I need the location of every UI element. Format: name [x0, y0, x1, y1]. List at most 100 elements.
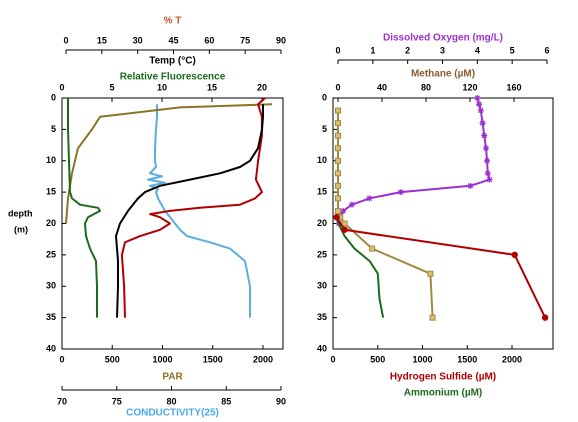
marker	[397, 189, 404, 196]
axis-title: Methane (µM)	[411, 69, 475, 80]
x-tick-label: 75	[240, 35, 250, 45]
axis-title: Hydrogen Sulfide (µM)	[390, 372, 496, 383]
marker	[335, 157, 341, 164]
marker	[486, 176, 493, 183]
y-tick-label: 5	[322, 124, 327, 134]
marker	[335, 107, 341, 114]
axis-title: Dissolved Oxygen (mg/L)	[383, 33, 503, 44]
x-tick-label: 0	[335, 82, 340, 92]
axis-title: % T	[164, 16, 182, 27]
marker	[335, 145, 341, 152]
x-tick-label: 2	[405, 45, 410, 55]
x-tick-label: 0	[335, 45, 340, 55]
x-tick-label: 120	[462, 82, 477, 92]
y-tick-label: 25	[46, 249, 56, 259]
y-axis-label: depth	[8, 208, 33, 218]
marker	[340, 207, 347, 214]
x-tick-label: 1500	[203, 354, 223, 364]
marker	[477, 107, 484, 114]
x-tick-label: 0	[330, 354, 335, 364]
x-tick-label: 15	[97, 35, 107, 45]
x-tick-label: 30	[133, 35, 143, 45]
marker	[511, 251, 518, 259]
y-tick-label: 10	[317, 155, 327, 165]
y-tick-label: 0	[322, 92, 327, 102]
marker	[366, 195, 373, 202]
y-tick-label: 30	[46, 281, 56, 291]
y-tick-label: 25	[317, 249, 327, 259]
x-tick-label: 80	[421, 82, 431, 92]
profile-line	[65, 103, 273, 224]
x-tick-label: 5	[109, 82, 114, 92]
marker	[467, 182, 474, 189]
marker	[484, 157, 491, 164]
profile-line	[335, 216, 546, 319]
y-tick-label: 20	[317, 218, 327, 228]
x-tick-label: 1	[370, 45, 375, 55]
axis-title: Relative Fluorescence	[120, 72, 226, 83]
x-tick-label: 6	[544, 45, 549, 55]
x-tick-label: 90	[276, 396, 286, 406]
x-tick-label: 1000	[412, 354, 432, 364]
x-tick-label: 4	[475, 45, 480, 55]
x-tick-label: 40	[377, 82, 387, 92]
marker	[474, 95, 481, 101]
marker	[333, 214, 340, 221]
x-tick-label: 80	[166, 396, 176, 406]
x-tick-label: 70	[57, 396, 67, 406]
profile-line	[120, 97, 266, 318]
marker	[429, 314, 436, 321]
marker	[541, 314, 549, 321]
y-tick-label: 40	[46, 343, 56, 353]
x-tick-label: 0	[59, 82, 64, 92]
profile-line	[67, 98, 101, 318]
axis-title: CONDUCTIVITY(25)	[126, 408, 219, 419]
y-tick-label: 20	[46, 218, 56, 228]
x-tick-label: 90	[276, 35, 286, 45]
x-tick-label: 2000	[502, 354, 522, 364]
axis-title: PAR	[162, 372, 183, 383]
marker	[479, 120, 486, 127]
y-tick-label: 35	[317, 312, 327, 322]
y-axis-label: (m)	[14, 224, 28, 234]
y-tick-label: 10	[46, 155, 56, 165]
x-tick-label: 0	[63, 35, 68, 45]
profile-line	[115, 104, 264, 318]
y-tick-label: 30	[317, 281, 327, 291]
y-tick-label: 0	[51, 92, 56, 102]
plot-frame	[332, 97, 554, 350]
marker	[335, 195, 341, 202]
x-tick-label: 0	[59, 354, 64, 364]
y-tick-label: 35	[46, 312, 56, 322]
x-tick-label: 500	[370, 354, 385, 364]
marker	[335, 120, 341, 127]
x-tick-label: 2000	[253, 354, 273, 364]
x-tick-label: 75	[112, 396, 122, 406]
marker	[481, 132, 488, 139]
profile-line	[147, 104, 251, 318]
x-tick-label: 3	[440, 45, 445, 55]
x-tick-label: 5	[510, 45, 515, 55]
marker	[335, 182, 341, 189]
marker	[335, 170, 341, 177]
y-tick-label: 40	[317, 343, 327, 353]
x-tick-label: 20	[257, 82, 267, 92]
y-tick-label: 5	[51, 124, 56, 134]
x-tick-label: 160	[506, 82, 521, 92]
x-tick-label: 500	[105, 354, 120, 364]
x-tick-label: 60	[204, 35, 214, 45]
x-tick-label: 15	[207, 82, 217, 92]
marker	[476, 101, 483, 108]
x-tick-label: 85	[221, 396, 231, 406]
marker	[484, 170, 491, 177]
y-tick-label: 15	[317, 187, 327, 197]
marker	[341, 220, 348, 227]
profile-line	[337, 110, 434, 318]
marker	[369, 245, 376, 252]
marker	[427, 270, 434, 277]
marker	[335, 207, 341, 214]
profile-line	[337, 97, 491, 224]
marker	[348, 201, 355, 208]
profile-line	[335, 216, 385, 318]
